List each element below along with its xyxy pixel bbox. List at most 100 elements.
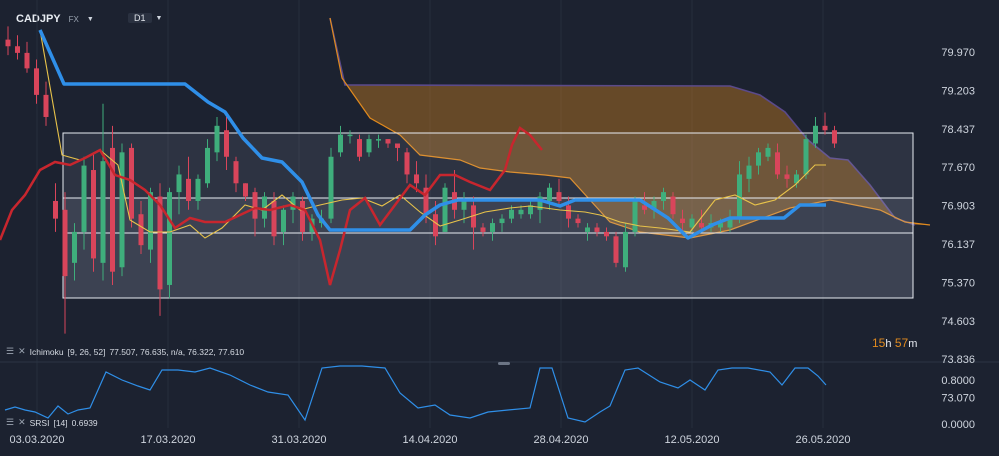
candle-body [632, 200, 638, 232]
candle-body [214, 125, 220, 153]
countdown-m: m [908, 338, 918, 350]
candle-body [72, 231, 77, 263]
date-tick-label: 14.04.2020 [402, 434, 457, 446]
countdown-h: h [885, 338, 892, 350]
countdown-minutes: 57 [894, 336, 909, 350]
candle-body [604, 231, 609, 237]
candle-body [395, 143, 400, 148]
candle-body [661, 192, 666, 201]
candle-body [433, 214, 438, 237]
candle-body [290, 196, 296, 210]
ichimoku-params: [9, 26, 52] [67, 346, 106, 357]
candle-body [670, 196, 676, 215]
date-tick-label: 12.05.2020 [664, 434, 719, 446]
candle-body [328, 156, 334, 219]
candle-body [404, 152, 410, 175]
candle-body [537, 196, 543, 210]
srsi-legend[interactable]: ☰ ✕ SRSI [14] 0.6939 [6, 417, 98, 428]
candle-body [119, 152, 125, 268]
srsi-panel: 0.8000 0.0000 [4, 365, 975, 431]
candle-body [471, 205, 476, 228]
range-boxes [62, 132, 914, 299]
ichimoku-values: 77.507, 76.635, n/a, 76.322, 77.610 [109, 346, 245, 357]
menu-icon[interactable]: ☰ [6, 346, 15, 356]
candle-body [651, 200, 657, 210]
candle-body [784, 174, 790, 179]
kijun-line [38, 29, 826, 240]
candle-body [100, 161, 106, 263]
candle-body [81, 165, 87, 232]
candle-body [594, 227, 600, 232]
candle-body [547, 187, 552, 201]
candle-body [566, 205, 571, 219]
candle-body [490, 223, 495, 232]
candle-body [205, 147, 210, 184]
price-tick-label: 74.603 [941, 316, 975, 328]
panel-splitter-handle[interactable] [498, 362, 510, 365]
candle-body [338, 134, 343, 153]
candle-body [585, 227, 590, 232]
candle-body [803, 139, 809, 175]
date-tick-label: 26.05.2020 [795, 434, 850, 446]
candle-body [176, 174, 182, 193]
price-tick-label: 73.836 [941, 354, 975, 366]
symbol-selector[interactable]: CADJPY FX ▼ [16, 10, 94, 28]
price-tick-label: 79.970 [941, 47, 975, 59]
chikou-line [0, 126, 543, 286]
ichimoku-legend[interactable]: ☰ ✕ Ichimoku [9, 26, 52] 77.507, 76.635,… [6, 346, 244, 357]
date-tick-label: 03.03.2020 [9, 434, 64, 446]
candle-body [832, 130, 837, 144]
chevron-down-icon: ▼ [155, 14, 163, 22]
candle-body [271, 200, 277, 237]
menu-icon[interactable]: ☰ [6, 417, 15, 427]
countdown-hours: 15 [872, 336, 886, 350]
price-tick-label: 76.137 [941, 239, 975, 251]
candles [5, 26, 837, 334]
price-tick-label: 78.437 [941, 124, 975, 136]
candle-body [737, 174, 742, 219]
candle-body [813, 125, 818, 144]
osc-tick-label: 0.0000 [941, 419, 975, 431]
candle-body [15, 46, 20, 53]
candle-body [528, 205, 533, 215]
candle-body [822, 125, 828, 131]
candle-body [642, 205, 647, 210]
osc-tick-label: 0.8000 [941, 375, 975, 387]
candle-body [623, 231, 628, 268]
candle-body [699, 223, 704, 228]
range-box [62, 232, 914, 299]
cloud-fill [330, 18, 930, 238]
candle-body [613, 236, 619, 263]
candle-body [366, 139, 372, 153]
candle-body [233, 161, 239, 184]
candle-body [794, 174, 799, 184]
candle-body [157, 196, 163, 290]
price-axis: 79.970 79.203 78.437 77.670 76.903 76.137 75.3… [941, 47, 975, 405]
candle-body [727, 218, 733, 228]
close-icon[interactable]: ✕ [18, 417, 26, 427]
candle-body [300, 200, 305, 232]
span-a-line [329, 17, 931, 239]
date-tick-label: 17.03.2020 [140, 434, 195, 446]
candle-body [765, 147, 771, 157]
candle-body [24, 52, 30, 69]
price-tick-label: 73.070 [941, 393, 975, 405]
candle-body [499, 218, 505, 224]
close-icon[interactable]: ✕ [18, 346, 26, 356]
ichimoku-name: Ichimoku [29, 346, 64, 357]
indicator-lines [0, 29, 826, 286]
chevron-down-icon[interactable]: ▼ [86, 15, 94, 23]
candle-body [518, 209, 524, 215]
candle-body [414, 174, 419, 184]
market-label: FX [68, 14, 79, 24]
candle-body [62, 209, 68, 277]
candle-body [775, 152, 780, 175]
price-tick-label: 75.370 [941, 277, 975, 289]
candle-body [110, 147, 115, 272]
timeframe-dropdown[interactable]: D1 ▼ [128, 10, 162, 26]
candle-body [357, 139, 362, 157]
candle-body [186, 178, 191, 201]
candle-body [5, 39, 11, 47]
